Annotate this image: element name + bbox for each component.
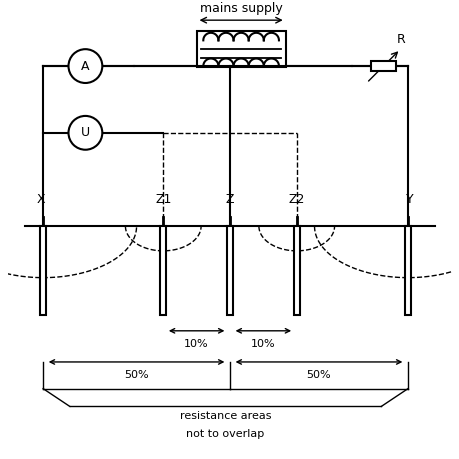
Text: 10%: 10%	[184, 339, 208, 349]
Text: Z2: Z2	[288, 193, 304, 206]
Text: Z1: Z1	[155, 193, 171, 206]
Bar	[226, 226, 233, 315]
Text: R: R	[396, 33, 405, 46]
Bar	[293, 226, 299, 315]
Text: A: A	[81, 60, 90, 73]
Text: resistance areas: resistance areas	[179, 411, 271, 421]
Text: 10%: 10%	[251, 339, 275, 349]
Text: mains supply: mains supply	[199, 2, 282, 15]
Text: X: X	[37, 193, 45, 206]
Bar	[196, 31, 285, 67]
Text: Z: Z	[225, 193, 234, 206]
Bar	[40, 226, 46, 315]
Text: U: U	[81, 126, 90, 140]
Circle shape	[68, 116, 102, 150]
Text: Y: Y	[405, 193, 413, 206]
Text: 50%: 50%	[124, 370, 149, 380]
Circle shape	[68, 49, 102, 83]
Text: 50%: 50%	[306, 370, 330, 380]
Bar	[160, 226, 166, 315]
Text: not to overlap: not to overlap	[186, 429, 264, 439]
Bar	[370, 61, 395, 71]
Bar	[404, 226, 410, 315]
